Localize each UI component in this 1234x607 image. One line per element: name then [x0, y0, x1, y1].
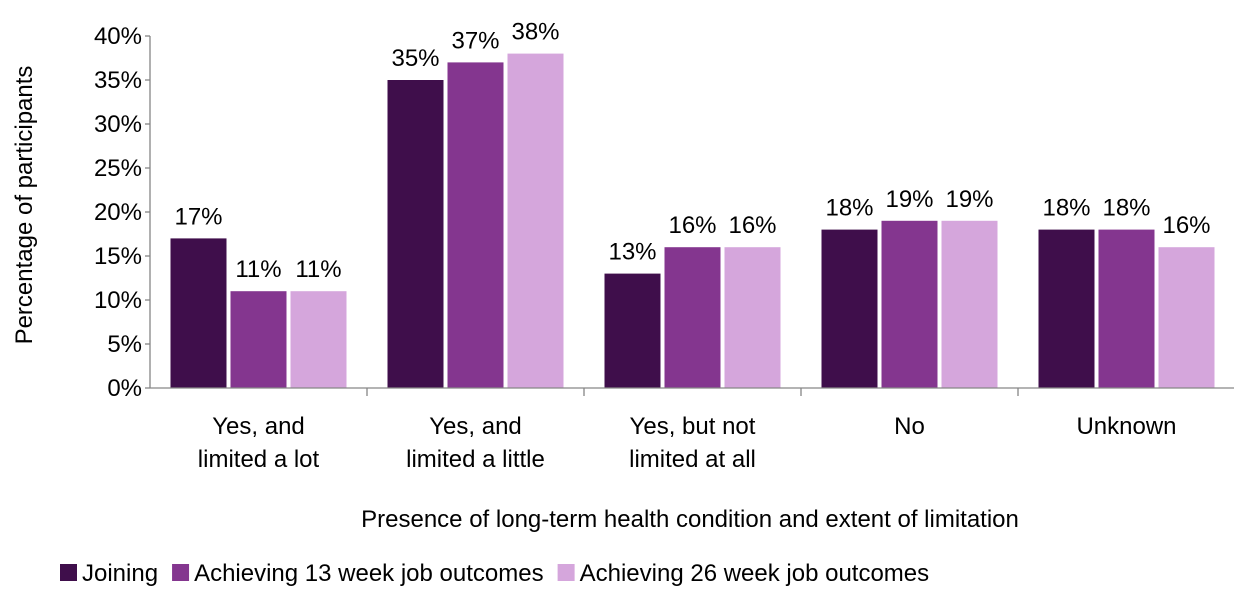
legend-swatch: [557, 564, 575, 581]
data-label: 16%: [1162, 212, 1210, 239]
bar: [170, 238, 227, 388]
y-axis-title: Percentage of participants: [11, 66, 38, 345]
y-tick-label: 10%: [94, 287, 142, 314]
data-label: 37%: [451, 27, 499, 54]
bar: [604, 273, 661, 388]
y-tick-label: 25%: [94, 155, 142, 182]
bar: [941, 220, 998, 388]
legend-swatch: [172, 564, 190, 581]
bars: [170, 53, 1215, 389]
bar: [1158, 247, 1215, 388]
y-tick-label: 15%: [94, 243, 142, 270]
data-label: 19%: [885, 186, 933, 213]
y-tick-label: 35%: [94, 67, 142, 94]
data-label: 16%: [728, 212, 776, 239]
data-labels: 17% 11% 11% 35% 37% 38% 13% 16% 16% 18% 19% 19% 18% 1…: [174, 19, 1210, 284]
data-label: 18%: [825, 195, 873, 222]
data-label: 16%: [668, 212, 716, 239]
data-label: 18%: [1042, 195, 1090, 222]
x-tick-label: No: [894, 413, 925, 440]
axes: [149, 36, 1234, 396]
bar: [724, 247, 781, 388]
x-axis-title: Presence of long-term health condition a…: [361, 506, 1019, 533]
legend-swatch: [60, 564, 77, 581]
bar: [1098, 229, 1155, 388]
x-tick-label: Yes, but not limited at all: [629, 413, 756, 473]
bar: [290, 291, 347, 388]
bar: [387, 80, 444, 388]
x-tick-label: Unknown: [1076, 413, 1176, 440]
legend-label: Joining: [82, 560, 158, 587]
data-label: 11%: [235, 256, 281, 283]
legend-label: Achieving 13 week job outcomes: [194, 560, 544, 587]
y-tick-label: 0%: [107, 375, 142, 402]
category-labels: Yes, and limited a lot Yes, and limited a l…: [198, 413, 1177, 473]
x-tick-label: Yes, and limited a lot: [198, 413, 320, 473]
data-label: 35%: [391, 45, 439, 72]
y-tick-label: 30%: [94, 111, 142, 138]
data-label: 11%: [295, 256, 341, 283]
y-tick-label: 40%: [94, 23, 142, 50]
y-tick-label: 5%: [107, 331, 142, 358]
y-tick-label: 20%: [94, 199, 142, 226]
x-tick-label: Yes, and limited a little: [406, 413, 545, 473]
bar: [664, 247, 721, 388]
bar: [821, 229, 878, 388]
bar: [447, 62, 504, 389]
y-axis-ticks: 0% 5% 10% 15% 20% 25% 30% 35% 40%: [94, 23, 150, 402]
bar: [230, 291, 287, 388]
legend: Joining Achieving 13 week job outcomes Ach…: [60, 560, 929, 587]
data-label: 38%: [511, 19, 559, 46]
bar: [507, 53, 564, 388]
data-label: 17%: [174, 203, 222, 230]
bar: [1038, 229, 1095, 388]
data-label: 18%: [1102, 195, 1150, 222]
data-label: 19%: [945, 186, 993, 213]
bar: [881, 220, 938, 388]
legend-label: Achieving 26 week job outcomes: [580, 560, 930, 587]
data-label: 13%: [608, 239, 656, 266]
